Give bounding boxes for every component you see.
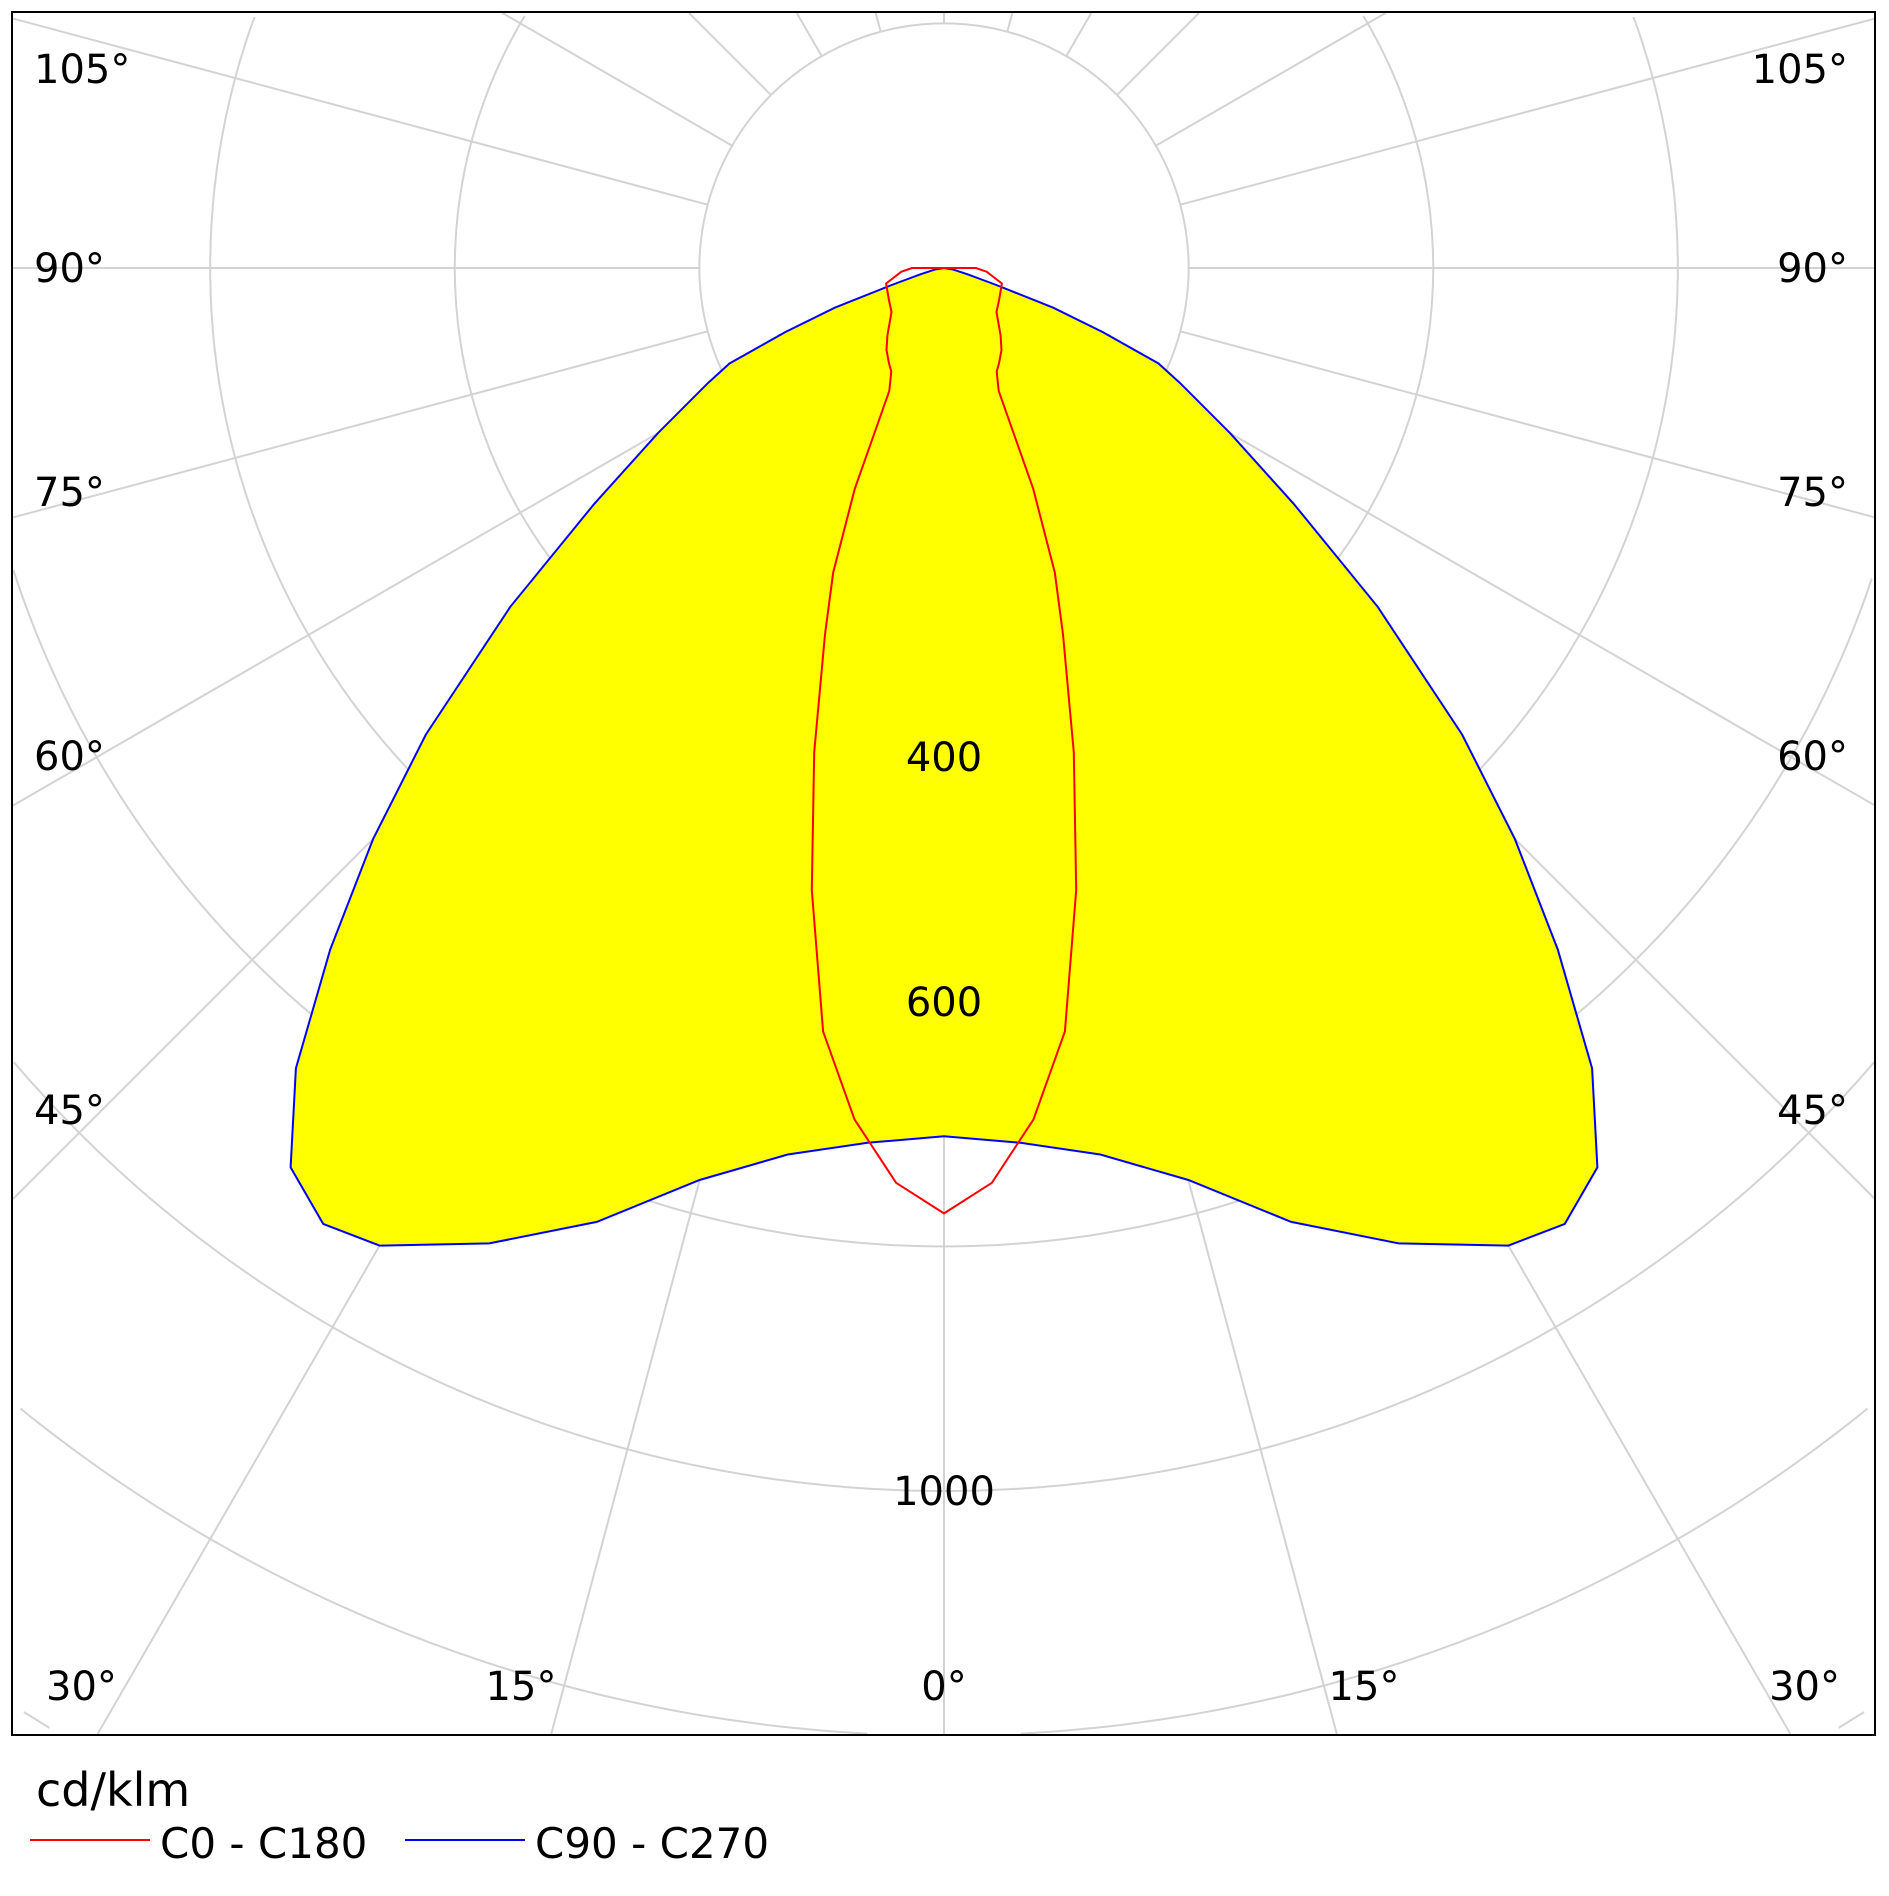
angle-label-right-4: 45° — [1777, 1088, 1848, 1134]
angle-label-bottom-2: 15° — [1329, 1664, 1400, 1710]
grid-spoke--120 — [501, 12, 733, 147]
grid-spoke-135 — [1116, 12, 1200, 96]
angle-label-left-4: 45° — [34, 1088, 105, 1134]
grid-ring-1000 — [13, 1061, 1875, 1492]
angle-label-right-1: 90° — [1777, 246, 1848, 292]
axis-labels: 400 600 1000 105° 90° 75° 60° 45° 30° 105° 90° 75° 6… — [34, 47, 1848, 1710]
grid-spoke-120 — [1155, 12, 1387, 147]
legend-label-c0-c180: C0 - C180 — [160, 1819, 367, 1868]
angle-label-right-2: 75° — [1777, 470, 1848, 516]
angle-label-left-2: 75° — [34, 470, 105, 516]
grid-spoke-75 — [1180, 330, 1875, 519]
angle-label-left-1: 90° — [34, 246, 105, 292]
angle-label-bottom-1: 0° — [921, 1664, 966, 1710]
radial-label-1000: 1000 — [893, 1469, 995, 1515]
angle-label-left-3: 60° — [34, 734, 105, 780]
grid-spoke--135 — [688, 12, 772, 96]
angle-label-bottom-0: 15° — [486, 1664, 557, 1710]
grid-ring-1200 — [19, 1407, 1869, 1735]
curves — [289, 266, 1599, 1247]
angle-label-left-0: 105° — [34, 47, 130, 93]
grid-ring-1400 — [23, 1711, 1865, 1729]
grid-spoke-165 — [1006, 12, 1014, 32]
grid-spoke-150 — [1065, 12, 1093, 57]
series-c0-c180-curve — [810, 267, 1078, 1215]
grid-spoke-60 — [1155, 389, 1875, 806]
grid-spoke-105 — [1180, 17, 1875, 206]
legend-label-c90-c270: C90 - C270 — [535, 1819, 769, 1868]
angle-label-right-5: 30° — [1769, 1664, 1840, 1710]
unit-label: cd/klm — [36, 1763, 190, 1817]
angle-label-left-5: 30° — [46, 1664, 117, 1710]
radial-label-400: 400 — [906, 735, 982, 781]
plot-frame — [11, 11, 1876, 1736]
angle-label-right-0: 105° — [1752, 47, 1848, 93]
grid-spoke--150 — [795, 12, 823, 57]
grid-spoke--60 — [12, 389, 733, 807]
series-c90-c270-curve — [289, 266, 1599, 1247]
angle-label-right-3: 60° — [1777, 734, 1848, 780]
radial-label-600: 600 — [906, 980, 982, 1026]
grid-spoke--105 — [12, 17, 708, 206]
grid-spoke--165 — [874, 12, 882, 32]
grid-spoke--75 — [12, 330, 708, 519]
